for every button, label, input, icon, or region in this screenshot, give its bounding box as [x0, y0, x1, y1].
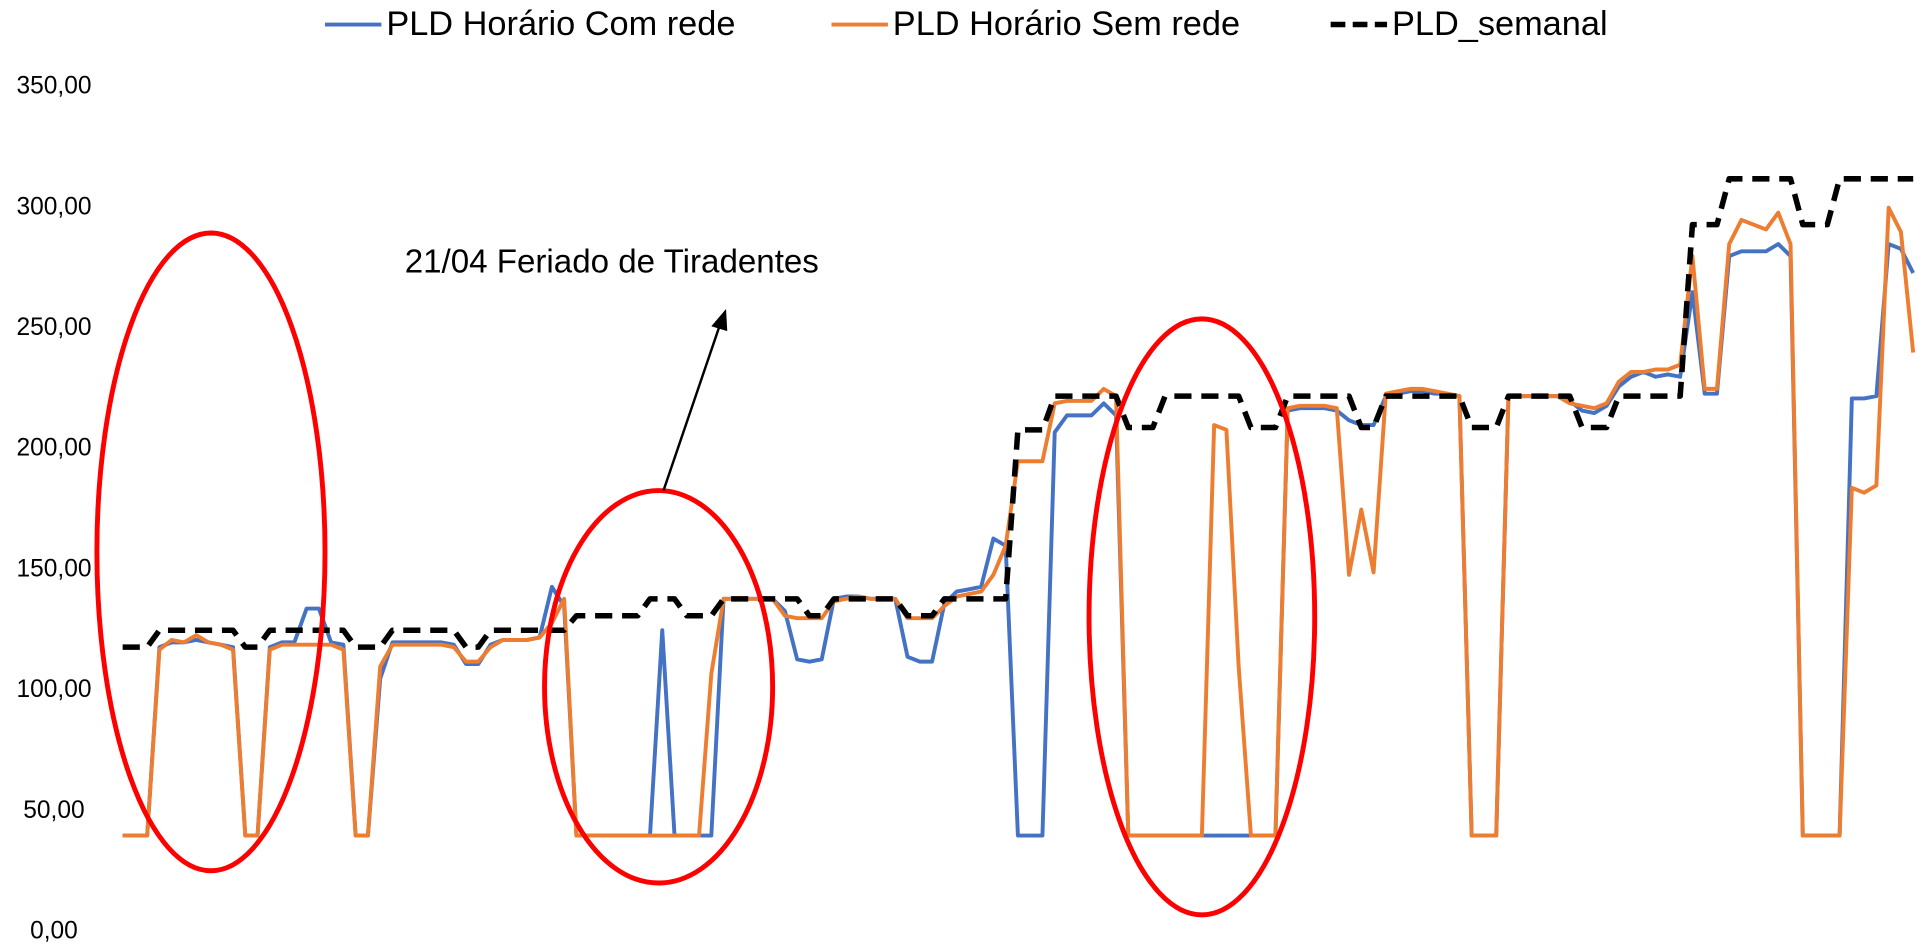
- y-tick-label: 300,00: [16, 193, 91, 220]
- y-tick-label: 0,00: [30, 918, 78, 945]
- series-line: [122, 242, 1915, 838]
- series-line: [122, 205, 1916, 838]
- y-tick-label: 150,00: [16, 555, 91, 582]
- axis-layer: 0,00 50,00 100,00 150,00 200,00 250,00 300,00 3…: [16, 73, 91, 945]
- highlight-ellipse: [1086, 316, 1318, 918]
- annotation-arrow: [662, 320, 723, 491]
- series-line: [122, 176, 1914, 650]
- legend: PLD Horário Com rede PLD Horário Sem rede…: [325, 5, 1608, 43]
- legend-label: PLD Horário Sem rede: [893, 5, 1240, 43]
- highlight-ellipse: [94, 230, 328, 874]
- legend-label: PLD_semanal: [1392, 5, 1608, 43]
- y-tick-label: 100,00: [16, 676, 91, 703]
- highlight-ellipse: [542, 488, 776, 886]
- y-tick-label: 250,00: [16, 314, 91, 341]
- legend-label: PLD Horário Com rede: [386, 5, 735, 43]
- annotation: 21/04 Feriado de Tiradentes: [405, 243, 819, 280]
- highlight-layer: [94, 230, 1318, 918]
- lines-layer: [122, 176, 1916, 838]
- arrow-head: [711, 309, 728, 332]
- y-tick-label: 200,00: [16, 435, 91, 462]
- y-tick-label: 50,00: [23, 797, 84, 824]
- y-tick-label: 350,00: [16, 73, 91, 100]
